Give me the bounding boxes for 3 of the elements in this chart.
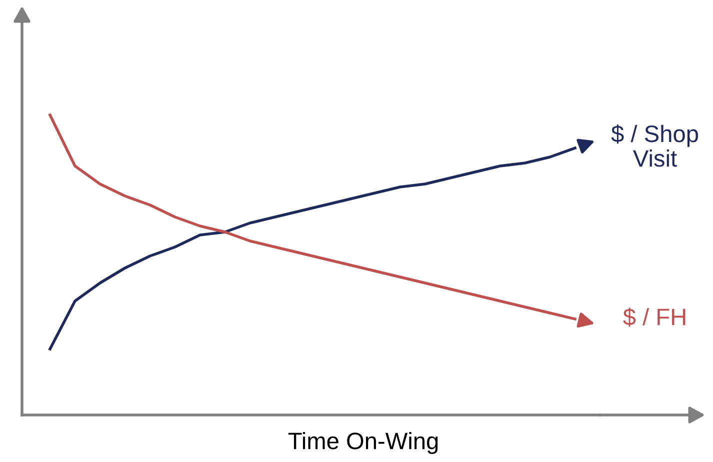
legend-label: $ / Shop Visit (611, 124, 698, 167)
legend-label: $ / FH (623, 308, 686, 327)
x-axis-title: Time On-Wing (288, 432, 438, 454)
